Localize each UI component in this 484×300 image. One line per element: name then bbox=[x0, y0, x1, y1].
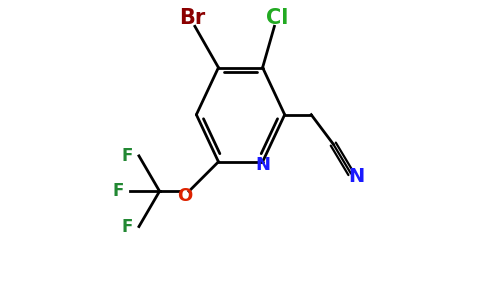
Text: N: N bbox=[255, 156, 270, 174]
Text: F: F bbox=[113, 182, 124, 200]
Text: F: F bbox=[121, 147, 133, 165]
Text: O: O bbox=[177, 187, 192, 205]
Text: N: N bbox=[348, 167, 365, 186]
Text: Cl: Cl bbox=[266, 8, 288, 28]
Text: Br: Br bbox=[179, 8, 205, 28]
Text: F: F bbox=[121, 218, 133, 236]
